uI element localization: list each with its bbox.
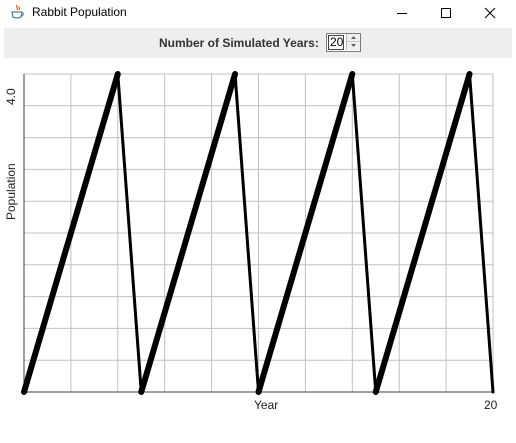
close-button[interactable] — [468, 0, 512, 26]
x-axis-title: Year — [254, 398, 279, 412]
y-tick-label: 4.0 — [4, 88, 18, 105]
population-growth-segment — [372, 71, 473, 395]
maximize-button[interactable] — [424, 0, 468, 26]
population-drop-segment — [468, 72, 495, 394]
arrow-up-icon — [351, 36, 356, 39]
close-icon — [484, 7, 496, 19]
window-title: Rabbit Population — [32, 5, 127, 19]
x-tick-label: 20 — [484, 398, 498, 412]
population-growth-segment — [21, 71, 121, 395]
years-spinner[interactable]: 20 — [326, 33, 361, 52]
years-label: Number of Simulated Years: — [159, 36, 319, 50]
population-chart — [21, 71, 495, 395]
minimize-icon — [397, 13, 407, 14]
y-axis-title: Population — [4, 163, 18, 220]
minimize-button[interactable] — [380, 0, 424, 26]
arrow-down-icon — [351, 44, 356, 47]
population-drop-segment — [116, 72, 143, 394]
years-input[interactable]: 20 — [328, 35, 344, 50]
population-drop-segment — [350, 72, 378, 394]
chart-series — [21, 71, 495, 395]
maximize-icon — [441, 8, 451, 18]
controls-panel: Number of Simulated Years: 20 — [4, 28, 512, 58]
spinner-up-button[interactable] — [346, 34, 360, 42]
java-cup-icon — [11, 4, 24, 19]
spinner-down-button[interactable] — [346, 42, 360, 50]
plot-panel — [4, 58, 512, 443]
population-drop-segment — [233, 72, 260, 394]
population-growth-segment — [255, 71, 356, 395]
population-growth-segment — [138, 71, 239, 395]
title-bar: Rabbit Population — [0, 0, 516, 26]
